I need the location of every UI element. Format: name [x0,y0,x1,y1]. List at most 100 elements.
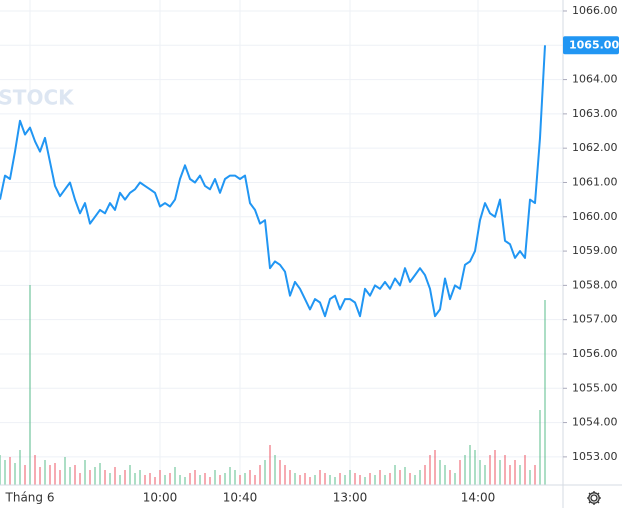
volume-bar [109,473,111,485]
volume-bar [19,450,21,485]
volume-bar [379,470,381,485]
volume-bar [439,460,441,485]
volume-bar [14,463,16,485]
settings-icon[interactable] [587,491,601,505]
volume-bar [434,450,436,485]
volume-bar [279,460,281,485]
volume-bar [119,475,121,485]
volume-bar [0,455,1,485]
volume-bar [319,470,321,485]
volume-bar [139,470,141,485]
volume-bar [474,450,476,485]
volume-bar [264,460,266,485]
volume-bar [509,465,511,485]
volume-bar [214,470,216,485]
volume-bar [539,410,541,485]
volume-bar [309,477,311,485]
volume-bar [544,300,546,485]
volume-bar [414,475,416,485]
x-tick-label: Tháng 6 [5,491,55,505]
y-tick-label: 1061.00 [572,175,618,188]
volume-bar [459,460,461,485]
volume-bar [59,470,61,485]
y-tick-label: 1066.00 [572,4,618,17]
volume-bar [159,470,161,485]
volume-bar [499,460,501,485]
volume-bar [369,473,371,485]
volume-bar [444,465,446,485]
volume-bar [504,455,506,485]
volume-bar [74,465,76,485]
volume-bar [329,475,331,485]
volume-bar [374,475,376,485]
volume-bar [404,467,406,485]
volume-bar [494,450,496,485]
volume-bar [529,470,531,485]
volume-bar [519,465,521,485]
volume-bar [259,465,261,485]
volume-bar [219,475,221,485]
volume-bar [324,473,326,485]
volume-bar [189,473,191,485]
volume-bar [234,470,236,485]
y-tick-label: 1056.00 [572,347,618,360]
last-price-box [563,36,619,55]
volume-bar [294,473,296,485]
y-tick-label: 1064.00 [572,73,618,86]
volume-bar [469,445,471,485]
y-tick-label: 1059.00 [572,244,618,257]
volume-bar [424,465,426,485]
volume-bar [359,475,361,485]
volume-bar [524,455,526,485]
volume-bar [239,475,241,485]
volume-bar [454,473,456,485]
volume-bar [534,465,536,485]
volume-bar [224,473,226,485]
volume-bar [399,470,401,485]
volume-bar [129,465,131,485]
x-tick-label: 13:00 [333,491,368,505]
volume-bar [154,477,156,485]
volume-bar [229,467,231,485]
volume-bar [249,470,251,485]
volume-bar [334,477,336,485]
y-tick-label: 1057.00 [572,313,618,326]
volume-bar [104,470,106,485]
volume-bar [274,455,276,485]
volume-bar [479,460,481,485]
volume-bar [194,470,196,485]
volume-bar [49,465,51,485]
volume-bar [339,473,341,485]
volume-bar [349,470,351,485]
volume-bar [449,470,451,485]
volume-bar [354,473,356,485]
volume-bar [64,457,66,485]
x-tick-label: 14:00 [461,491,496,505]
x-tick-label: 10:00 [143,491,178,505]
volume-bar [484,465,486,485]
volume-bar [124,470,126,485]
volume-bar [429,455,431,485]
volume-bar [179,475,181,485]
volume-bar [134,473,136,485]
volume-bar [24,465,26,485]
volume-bar [9,457,11,485]
volume-bar [144,475,146,485]
volume-bar [254,475,256,485]
volume-bar [39,467,41,485]
volume-bar [314,475,316,485]
volume-bar [284,465,286,485]
volume-bar [99,463,101,485]
volume-bar [169,473,171,485]
volume-bar [514,460,516,485]
y-tick-label: 1055.00 [572,381,618,394]
volume-bar [204,473,206,485]
volume-bar [344,475,346,485]
volume-bar [84,460,86,485]
volume-bar [94,467,96,485]
volume-bar [409,473,411,485]
volume-bar [164,475,166,485]
last-price-label: 1065.00 [569,38,619,51]
volume-bar [464,455,466,485]
